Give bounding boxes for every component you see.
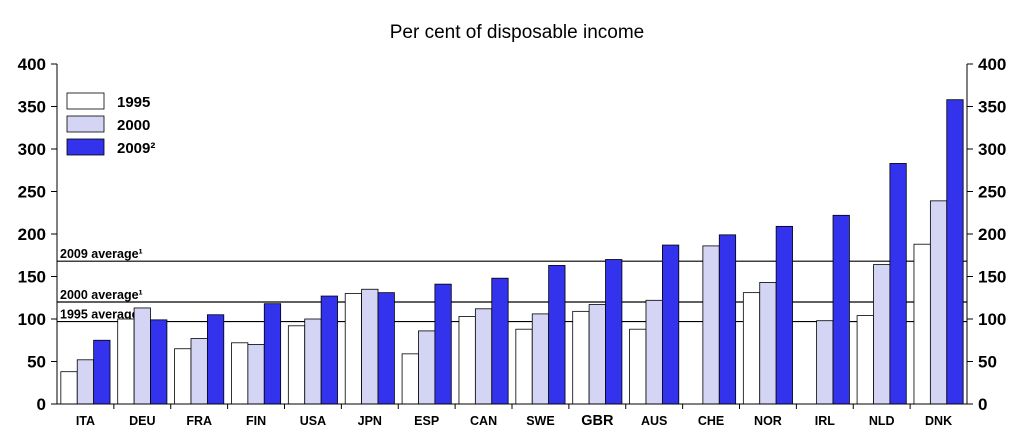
reference-line-label: 2000 average¹ [60, 288, 143, 302]
category-label-dnk: DNK [925, 414, 952, 428]
bar [946, 99, 964, 405]
bar [133, 307, 151, 405]
bar [377, 292, 395, 405]
bar [287, 325, 306, 405]
bar [60, 371, 78, 405]
bar [304, 318, 322, 405]
bar [929, 200, 948, 405]
bars [60, 99, 964, 405]
bar [548, 265, 566, 405]
bar [418, 330, 436, 405]
category-label-nor: NOR [754, 414, 782, 428]
bar [263, 303, 282, 405]
bar [76, 359, 95, 405]
y-tick-label-left: 250 [18, 183, 46, 202]
bar [320, 295, 338, 405]
bar [913, 243, 931, 405]
axes: 0 0 50 50 100 100 150 150 200 200 250 250 300 300 350 3… [18, 55, 1007, 429]
bar [174, 348, 192, 405]
bar [458, 316, 476, 405]
category-label-esp: ESP [414, 414, 439, 428]
bar [247, 344, 265, 405]
category-label-nld: NLD [869, 414, 895, 428]
reference-lines: 2009 average¹ 2000 average¹ 1995 average¹ [57, 247, 967, 323]
bar [117, 318, 135, 405]
y-tick-label-right: 50 [978, 353, 997, 372]
bar [702, 245, 720, 405]
y-tick-label-right: 0 [978, 395, 987, 414]
legend: 1995 2000 2009² [66, 92, 155, 157]
y-tick-label-left: 300 [18, 140, 46, 159]
category-label-jpn: JPN [358, 414, 382, 428]
bar [491, 277, 509, 405]
bar [231, 342, 249, 405]
chart-title: Per cent of disposable income [390, 22, 645, 43]
bar [206, 314, 225, 405]
legend-swatch [66, 115, 105, 133]
bar [344, 293, 363, 405]
category-label-aus: AUS [641, 414, 667, 428]
bar [474, 308, 493, 405]
bar [889, 163, 907, 405]
y-tick-label-right: 400 [978, 55, 1006, 74]
bar [531, 313, 550, 405]
category-label-gbr: GBR [581, 413, 614, 429]
y-tick-label-left: 50 [27, 353, 46, 372]
category-label-deu: DEU [129, 414, 155, 428]
bar [515, 328, 533, 405]
y-tick-label-left: 0 [37, 395, 46, 414]
category-label-ita: ITA [76, 414, 95, 428]
bar [605, 259, 623, 405]
category-label-usa: USA [300, 414, 326, 428]
bar [361, 288, 379, 405]
y-tick-label-left: 400 [18, 55, 46, 74]
bar [775, 225, 793, 405]
bar [661, 244, 680, 405]
category-label-can: CAN [470, 414, 497, 428]
category-label-che: CHE [698, 414, 724, 428]
y-tick-label-left: 200 [18, 225, 46, 244]
y-tick-label-right: 200 [978, 225, 1006, 244]
legend-swatch [66, 138, 105, 156]
bar [759, 282, 777, 405]
bar [588, 304, 606, 405]
bar [856, 315, 874, 405]
bar [645, 299, 663, 405]
y-tick-label-right: 150 [978, 268, 1006, 287]
legend-label: 2009² [117, 140, 155, 157]
category-label-swe: SWE [526, 414, 554, 428]
bar [401, 353, 419, 405]
bar [832, 214, 850, 405]
legend-label: 2000 [117, 117, 150, 134]
y-tick-label-right: 250 [978, 183, 1006, 202]
category-label-fin: FIN [246, 414, 266, 428]
bar [190, 338, 208, 405]
y-tick-label-left: 350 [18, 98, 46, 117]
category-label-fra: FRA [186, 414, 212, 428]
bar [816, 320, 834, 405]
y-tick-label-right: 350 [978, 98, 1006, 117]
bar [434, 283, 452, 405]
bar [718, 234, 737, 405]
bar [742, 292, 761, 405]
legend-label: 1995 [117, 94, 150, 111]
bar [572, 310, 590, 405]
bar [150, 319, 168, 405]
category-label-irl: IRL [815, 414, 836, 428]
reference-line-label: 2009 average¹ [60, 247, 143, 261]
y-tick-label-left: 100 [18, 310, 46, 329]
y-tick-label-right: 100 [978, 310, 1006, 329]
legend-swatch [66, 92, 105, 110]
bar [873, 264, 891, 405]
bar [93, 339, 111, 405]
y-tick-label-left: 150 [18, 268, 46, 287]
y-tick-label-right: 300 [978, 140, 1006, 159]
reference-line-label: 1995 average¹ [60, 308, 143, 322]
bar [629, 328, 647, 405]
